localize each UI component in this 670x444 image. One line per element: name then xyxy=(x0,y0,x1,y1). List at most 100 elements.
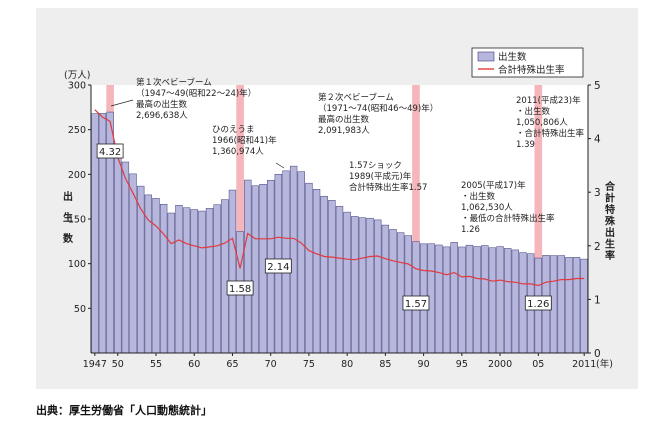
annotation-4-line: 1,062,530人 xyxy=(461,203,513,213)
right-axis-label-char: 生 xyxy=(605,238,615,251)
bar-2001 xyxy=(504,248,512,354)
bar-2010 xyxy=(572,257,581,354)
right-axis-label-char: 出 xyxy=(605,226,615,239)
bar-1961 xyxy=(198,210,206,354)
bar-1957 xyxy=(167,212,175,354)
annotation-4-line: ・出生数 xyxy=(461,191,496,202)
bar-1992 xyxy=(435,244,443,354)
bar-1982 xyxy=(358,217,367,354)
bar-1993 xyxy=(442,246,451,354)
value-label-box-1949 xyxy=(96,143,124,159)
value-label-1949: 4.32 xyxy=(99,147,121,158)
left-axis-unit: (万人) xyxy=(64,70,90,81)
bar-1952 xyxy=(129,173,137,354)
bar-1964 xyxy=(221,199,229,354)
left-tick-label-50: 50 xyxy=(74,304,86,315)
left-tick-label-300: 300 xyxy=(68,81,86,92)
bar-1977 xyxy=(320,195,328,354)
right-tick-label-4: 4 xyxy=(594,134,601,146)
right-tick-label-0: 0 xyxy=(594,348,601,360)
bar-1984 xyxy=(374,219,382,354)
annotation-0-line: 最高の出生数 xyxy=(136,99,188,110)
bar-1967 xyxy=(244,179,252,354)
x-tick-label-50: 50 xyxy=(112,359,124,370)
bar-1996 xyxy=(465,244,474,354)
x-axis-unit: (年) xyxy=(596,358,613,370)
left-tick-label-250: 250 xyxy=(68,125,86,136)
x-tick-label-75: 75 xyxy=(303,359,315,370)
right-tick-label-1: 1 xyxy=(594,294,601,306)
annotation-1-line: 1966(昭和41)年 xyxy=(212,135,277,146)
annotation-3-line: 1989(平成元)年 xyxy=(349,171,412,182)
bar-1983 xyxy=(366,217,374,354)
right-axis-label-char: 計 xyxy=(605,192,615,205)
bar-1953 xyxy=(137,185,145,354)
legend-line-label: 合計特殊出生率 xyxy=(498,64,565,76)
annotation-1-line: 1,360,974人 xyxy=(212,147,264,157)
x-tick-label-85: 85 xyxy=(379,359,391,370)
bar-2000 xyxy=(496,246,504,354)
legend-box xyxy=(471,47,584,78)
annotation-3-line: 1.57ショック xyxy=(349,161,402,171)
annotation-2-line: 第２次ベビーブーム xyxy=(318,92,394,103)
right-tick-label-2: 2 xyxy=(594,241,601,253)
annotation-5-line: ・合計特殊出生率 xyxy=(516,128,585,139)
bar-1960 xyxy=(190,209,198,354)
bar-1954 xyxy=(144,194,153,354)
left-axis-label-char: 数 xyxy=(63,232,74,245)
annotation-pointer-babyboom1 xyxy=(110,99,134,107)
x-tick-label-65: 65 xyxy=(226,359,238,370)
bar-1968 xyxy=(251,185,260,354)
highlight-column-1989 xyxy=(412,85,420,353)
chart-svg: 50100150200250300(万人)出生数012345合計特殊出生率194… xyxy=(63,47,616,370)
right-tick-label-5: 5 xyxy=(594,80,601,92)
x-tick-label-80: 80 xyxy=(341,359,353,370)
bar-1974 xyxy=(297,171,305,354)
bar-2008 xyxy=(557,255,565,354)
value-label-box-1989 xyxy=(402,295,430,311)
value-label-2005: 1.26 xyxy=(527,299,549,310)
source-note: 出典：厚生労働省「人口動態統計」 xyxy=(36,404,212,417)
annotation-0-line: 2,696,638人 xyxy=(136,111,188,121)
annotation-2-line: 最高の出生数 xyxy=(318,114,370,125)
bar-1999 xyxy=(488,247,497,354)
bar-1950 xyxy=(114,143,122,354)
legend-bar-swatch xyxy=(477,51,495,62)
bar-1998 xyxy=(481,245,489,354)
value-label-box-1966 xyxy=(226,280,254,296)
annotation-3-line: 合計特殊出生率1.57 xyxy=(349,182,427,193)
annotation-4-line: ・最低の合計特殊出生率 xyxy=(461,213,555,224)
right-axis-label-char: 率 xyxy=(605,249,615,262)
bar-1988 xyxy=(404,235,412,354)
bar-1958 xyxy=(175,205,183,354)
annotation-5-line: 2011(平成23)年 xyxy=(516,95,581,106)
bar-1986 xyxy=(389,229,397,354)
left-axis-label-char: 生 xyxy=(63,211,73,224)
right-tick-label-3: 3 xyxy=(594,187,601,199)
value-label-1966: 1.58 xyxy=(229,284,251,295)
x-tick-label-2000: 2000 xyxy=(488,359,512,370)
x-tick-label-60: 60 xyxy=(188,359,200,370)
bar-1978 xyxy=(328,200,336,354)
bar-1995 xyxy=(458,246,466,354)
x-tick-label-1947: 1947 xyxy=(83,359,107,370)
bar-1956 xyxy=(159,204,168,354)
value-label-1971: 2.14 xyxy=(267,262,289,273)
bar-1987 xyxy=(396,232,405,354)
fertility-rate-line xyxy=(94,109,585,287)
bar-1979 xyxy=(335,205,344,354)
bar-1980 xyxy=(343,211,351,354)
annotation-pointer-babyboom2 xyxy=(275,162,285,169)
x-tick-label-90: 90 xyxy=(418,359,430,370)
value-label-1989: 1.57 xyxy=(405,299,427,310)
value-label-box-1971 xyxy=(264,258,292,274)
annotation-5-line: 1,050,806人 xyxy=(516,118,568,128)
annotation-2-line: （1971～74(昭和46～49)年） xyxy=(318,103,438,114)
bar-2002 xyxy=(511,249,520,354)
bar-1975 xyxy=(305,182,313,354)
left-tick-label-100: 100 xyxy=(68,259,86,270)
annotation-5-line: ・出生数 xyxy=(516,106,551,117)
annotation-5-line: 1.39 xyxy=(516,140,535,150)
highlight-column-1966 xyxy=(236,85,244,353)
right-axis-label-char: 合 xyxy=(604,180,616,193)
